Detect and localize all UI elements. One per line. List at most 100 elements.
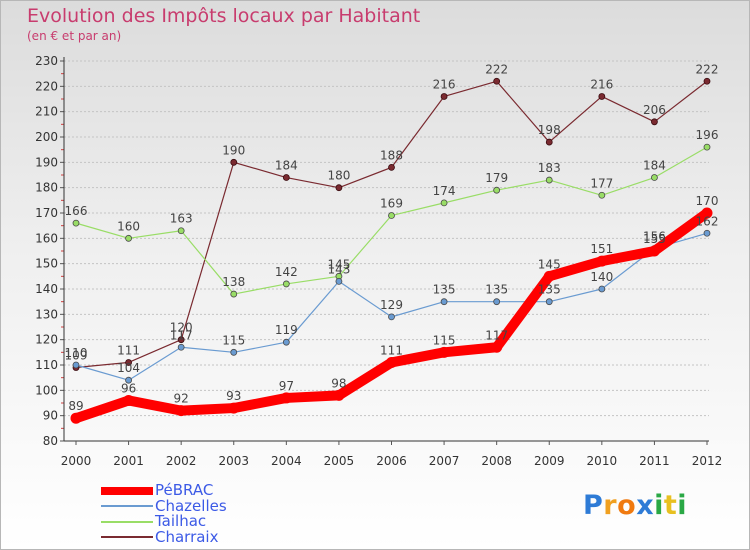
data-label-tailhac: 160 xyxy=(117,219,140,233)
x-tick-label: 2009 xyxy=(534,454,565,468)
data-label-tailhac: 177 xyxy=(590,176,613,190)
data-point-chazelles xyxy=(177,343,185,351)
data-label-charraix: 216 xyxy=(590,77,613,91)
data-point-tailhac xyxy=(545,176,553,184)
x-tick-label: 2008 xyxy=(481,454,512,468)
y-tick-label: 80 xyxy=(43,434,58,448)
data-label-tailhac: 183 xyxy=(538,161,561,175)
data-point-charraix xyxy=(388,163,395,171)
y-tick-label: 170 xyxy=(35,206,58,220)
data-point-chazelles xyxy=(598,285,606,293)
data-label-chazelles: 110 xyxy=(65,346,88,360)
series-layer xyxy=(70,77,713,424)
x-tick-label: 2001 xyxy=(113,454,144,468)
data-point-tailhac xyxy=(282,280,290,288)
chart-title: Evolution des Impôts locaux par Habitant xyxy=(27,5,421,27)
y-tick-label: 90 xyxy=(43,409,58,423)
logo-letter: i xyxy=(654,490,664,521)
data-label-chazelles: 140 xyxy=(590,270,613,284)
chart-subtitle: (en € et par an) xyxy=(27,29,122,43)
legend-swatch xyxy=(101,536,153,539)
data-point-pebrac xyxy=(280,392,292,404)
data-label-pebrac: 155 xyxy=(643,232,666,246)
x-tick-label: 2003 xyxy=(218,454,249,468)
legend-swatch xyxy=(101,520,153,523)
data-label-pebrac: 170 xyxy=(696,194,719,208)
data-label-chazelles: 119 xyxy=(275,323,298,337)
data-label-chazelles: 135 xyxy=(485,283,508,297)
data-label-charraix: 190 xyxy=(222,143,245,157)
data-point-tailhac xyxy=(72,219,80,227)
data-point-tailhac xyxy=(651,174,658,181)
data-label-pebrac: 117 xyxy=(485,328,508,342)
logo-letter: x xyxy=(636,490,655,521)
data-label-pebrac: 93 xyxy=(226,389,241,403)
data-label-tailhac: 163 xyxy=(170,212,193,226)
data-point-chazelles xyxy=(440,298,448,306)
data-point-pebrac xyxy=(438,346,450,358)
data-point-pebrac xyxy=(123,394,135,406)
x-tick-label: 2012 xyxy=(692,454,723,468)
x-tick-label: 2011 xyxy=(639,454,670,468)
data-point-chazelles xyxy=(335,277,343,285)
data-point-pebrac xyxy=(70,412,82,424)
y-tick-label: 230 xyxy=(35,54,58,68)
data-point-tailhac xyxy=(177,227,185,235)
data-label-charraix: 206 xyxy=(643,103,666,117)
data-label-charraix: 109 xyxy=(65,349,88,363)
data-point-tailhac xyxy=(598,191,606,199)
y-tick-label: 200 xyxy=(35,130,58,144)
data-point-pebrac xyxy=(491,341,503,353)
legend-swatch xyxy=(101,505,153,508)
data-label-pebrac: 151 xyxy=(590,242,613,256)
data-label-pebrac: 98 xyxy=(331,376,346,390)
data-point-pebrac xyxy=(701,207,713,219)
legend-label: Charraix xyxy=(155,527,219,546)
data-point-chazelles xyxy=(282,338,290,346)
y-tick-label: 160 xyxy=(35,231,58,245)
data-label-charraix: 198 xyxy=(538,123,561,137)
data-label-chazelles: 117 xyxy=(170,328,193,342)
y-tick-label: 140 xyxy=(35,282,58,296)
logo-letter: i xyxy=(677,490,688,521)
data-point-chazelles xyxy=(388,313,395,321)
data-point-charraix xyxy=(598,93,606,100)
data-point-pebrac xyxy=(543,270,555,282)
logo-letter: P xyxy=(583,490,604,521)
y-tick-label: 150 xyxy=(35,257,58,271)
data-label-pebrac: 111 xyxy=(380,343,403,357)
y-tick-label: 180 xyxy=(35,181,58,195)
y-tick-label: 130 xyxy=(35,307,58,321)
data-point-charraix xyxy=(545,138,553,146)
data-label-chazelles: 143 xyxy=(327,262,350,276)
data-label-charraix: 188 xyxy=(380,148,403,162)
legend-swatch xyxy=(101,486,153,495)
logo-letter: t xyxy=(663,490,678,521)
data-label-charraix: 216 xyxy=(433,77,456,91)
y-tick-label: 220 xyxy=(35,79,58,93)
legend-label: Chazelles xyxy=(155,496,227,515)
axes: 8090100110120130140150160170180190200210… xyxy=(35,54,722,468)
x-tick-label: 2005 xyxy=(324,454,355,468)
x-tick-label: 2007 xyxy=(429,454,460,468)
data-label-tailhac: 184 xyxy=(643,159,666,173)
data-label-pebrac: 89 xyxy=(68,399,83,413)
data-point-charraix xyxy=(651,118,658,126)
data-label-tailhac: 166 xyxy=(65,204,88,218)
data-point-charraix xyxy=(440,93,448,100)
x-tick-label: 2010 xyxy=(587,454,618,468)
x-tick-label: 2004 xyxy=(271,454,302,468)
data-point-charraix xyxy=(335,184,343,192)
data-label-pebrac: 96 xyxy=(121,381,136,395)
data-point-chazelles xyxy=(545,298,553,306)
logo-letter: o xyxy=(617,490,637,521)
data-label-chazelles: 104 xyxy=(117,361,140,375)
y-tick-label: 210 xyxy=(35,105,58,119)
logo-letter: r xyxy=(603,490,618,521)
data-labels: 109 111 120 190 184 180 188 216 222 198 216 206 222 1… xyxy=(65,62,719,413)
data-label-chazelles: 115 xyxy=(222,333,245,347)
data-label-chazelles: 156 xyxy=(643,229,666,243)
y-tick-label: 190 xyxy=(35,155,58,169)
data-point-charraix xyxy=(493,77,501,85)
data-label-tailhac: 138 xyxy=(222,275,245,289)
